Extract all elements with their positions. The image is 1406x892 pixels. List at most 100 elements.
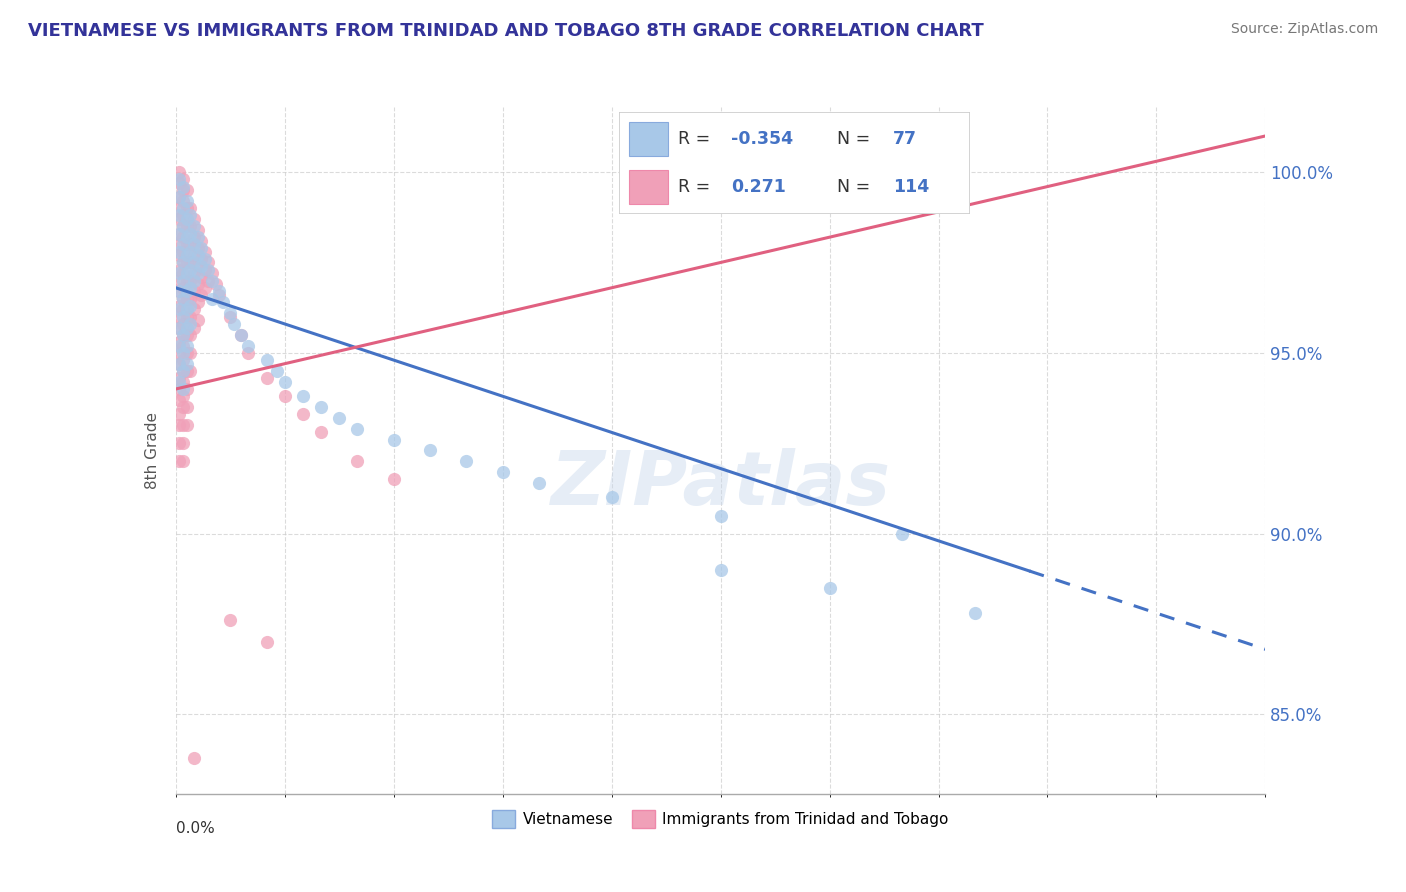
Point bbox=[208, 285, 231, 299]
Point bbox=[172, 375, 194, 389]
Point bbox=[201, 266, 224, 280]
Point bbox=[172, 338, 194, 352]
Point bbox=[186, 313, 209, 327]
Point bbox=[256, 353, 278, 368]
Text: N =: N = bbox=[837, 129, 870, 148]
Point bbox=[266, 364, 288, 378]
Point bbox=[169, 266, 191, 280]
Point bbox=[169, 227, 191, 241]
Point bbox=[172, 255, 194, 269]
Point bbox=[176, 219, 198, 234]
Point bbox=[169, 346, 191, 360]
Point bbox=[169, 375, 191, 389]
Point bbox=[172, 353, 194, 368]
Point bbox=[169, 299, 191, 313]
Point bbox=[201, 274, 224, 288]
Point bbox=[172, 183, 194, 197]
Point bbox=[183, 230, 205, 244]
Point bbox=[169, 190, 191, 204]
Point bbox=[183, 255, 205, 269]
Point bbox=[238, 346, 260, 360]
Point bbox=[382, 472, 405, 486]
Point bbox=[197, 262, 219, 277]
Point bbox=[179, 244, 201, 259]
Point bbox=[172, 179, 194, 194]
Point bbox=[169, 418, 191, 433]
Point bbox=[179, 281, 201, 295]
Point bbox=[186, 230, 209, 244]
Point bbox=[176, 382, 198, 396]
Point bbox=[179, 209, 201, 223]
Point bbox=[172, 274, 194, 288]
Point bbox=[172, 436, 194, 450]
Point bbox=[172, 382, 194, 396]
Point bbox=[190, 241, 212, 255]
Point bbox=[176, 183, 198, 197]
Point bbox=[169, 227, 191, 241]
Point bbox=[169, 172, 191, 186]
Point bbox=[176, 212, 198, 227]
Point bbox=[183, 750, 205, 764]
Bar bbox=[630, 122, 668, 155]
Point bbox=[169, 190, 191, 204]
Point bbox=[169, 274, 191, 288]
Point bbox=[176, 400, 198, 414]
Point bbox=[172, 244, 194, 259]
Point bbox=[169, 285, 191, 299]
Point bbox=[176, 255, 198, 269]
Point bbox=[309, 400, 332, 414]
Text: -0.354: -0.354 bbox=[731, 129, 793, 148]
Point bbox=[169, 176, 191, 190]
Point bbox=[527, 475, 550, 490]
Point bbox=[492, 465, 515, 479]
Point bbox=[190, 234, 212, 248]
Point bbox=[176, 357, 198, 371]
Point bbox=[176, 320, 198, 334]
Text: 114: 114 bbox=[893, 178, 929, 196]
Point bbox=[169, 357, 191, 371]
Point bbox=[172, 327, 194, 342]
Legend: Vietnamese, Immigrants from Trinidad and Tobago: Vietnamese, Immigrants from Trinidad and… bbox=[486, 804, 955, 834]
Point bbox=[256, 635, 278, 649]
Point bbox=[194, 252, 217, 266]
Point bbox=[172, 255, 194, 269]
Point bbox=[176, 230, 198, 244]
Point bbox=[169, 285, 191, 299]
Point bbox=[172, 172, 194, 186]
Point bbox=[172, 201, 194, 215]
Point bbox=[172, 219, 194, 234]
Point bbox=[172, 310, 194, 324]
Point bbox=[176, 310, 198, 324]
Point bbox=[183, 237, 205, 252]
Point bbox=[169, 407, 191, 421]
Point bbox=[172, 364, 194, 378]
Point bbox=[186, 223, 209, 237]
Text: R =: R = bbox=[678, 129, 710, 148]
Point bbox=[179, 219, 201, 234]
Point bbox=[169, 371, 191, 385]
Point bbox=[179, 327, 201, 342]
Point bbox=[172, 292, 194, 306]
Text: ZIPatlas: ZIPatlas bbox=[551, 449, 890, 521]
Point bbox=[186, 248, 209, 262]
Point bbox=[186, 259, 209, 273]
Point bbox=[963, 606, 986, 620]
Point bbox=[346, 422, 368, 436]
Point bbox=[190, 269, 212, 284]
Point bbox=[172, 400, 194, 414]
Point bbox=[419, 443, 441, 458]
Point bbox=[183, 266, 205, 280]
Point bbox=[183, 320, 205, 334]
Point bbox=[382, 433, 405, 447]
Point bbox=[179, 237, 201, 252]
Point bbox=[456, 454, 478, 468]
Point bbox=[172, 281, 194, 295]
Y-axis label: 8th Grade: 8th Grade bbox=[145, 412, 160, 489]
Point bbox=[219, 306, 242, 320]
Point bbox=[186, 266, 209, 280]
Point bbox=[169, 201, 191, 215]
Point bbox=[231, 327, 253, 342]
Text: 0.0%: 0.0% bbox=[176, 822, 215, 837]
Point bbox=[179, 227, 201, 241]
Point bbox=[194, 244, 217, 259]
